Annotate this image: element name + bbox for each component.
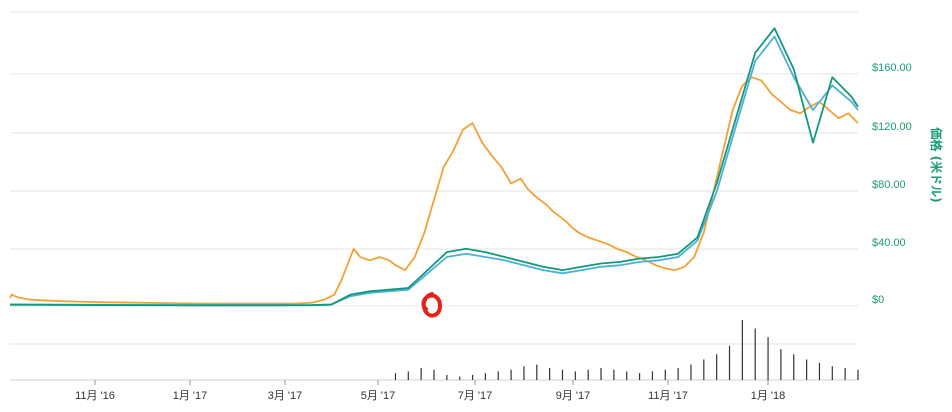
volume-bar xyxy=(523,366,525,380)
volume-bar xyxy=(741,320,743,380)
x-tick-label: 1月 '18 xyxy=(751,390,786,402)
volume-bar xyxy=(536,364,538,380)
volume-bars xyxy=(394,320,859,380)
volume-bar xyxy=(767,337,769,380)
volume-bar xyxy=(716,354,718,380)
volume-bar xyxy=(651,371,654,380)
volume-bar xyxy=(728,345,731,380)
x-axis-ticks: 11月 '16 1月 '17 3月 '17 5月 '17 7月 '17 9月 '17 11月… xyxy=(75,380,785,402)
volume-bar xyxy=(484,373,486,380)
volume-bar xyxy=(780,349,782,380)
x-tick-label: 11月 '17 xyxy=(648,390,688,402)
volume-bar xyxy=(420,368,422,380)
volume-bar xyxy=(407,371,409,380)
volume-bar xyxy=(471,374,474,380)
volume-bar xyxy=(806,359,808,380)
y-tick-label: $0 xyxy=(872,294,884,306)
volume-bar xyxy=(394,373,397,380)
x-tick-label: 3月 '17 xyxy=(268,390,303,402)
volume-bar xyxy=(459,376,461,380)
series-lines xyxy=(9,27,859,307)
volume-bar xyxy=(844,368,846,380)
volume-bar xyxy=(677,368,679,380)
x-tick-label: 5月 '17 xyxy=(361,390,396,402)
volume-bar xyxy=(561,369,564,380)
y-tick-label: $160.00 xyxy=(872,62,912,74)
volume-bar xyxy=(664,369,666,380)
y-tick-label: $80.00 xyxy=(872,179,906,191)
series-line-teal xyxy=(9,27,859,307)
x-tick-label: 7月 '17 xyxy=(458,390,493,402)
series-line-orange xyxy=(9,76,859,305)
volume-bar xyxy=(818,362,821,380)
y-axis-label: 価格 (米ドル) xyxy=(929,126,944,202)
volume-bar xyxy=(600,368,602,380)
volume-bar xyxy=(793,354,795,380)
grid-lines xyxy=(10,11,858,381)
hand-drawn-circle-marker xyxy=(421,292,443,318)
x-tick-label: 1月 '17 xyxy=(173,390,208,402)
volume-bar xyxy=(703,359,705,380)
volume-bar xyxy=(574,371,576,380)
volume-bar xyxy=(857,369,859,380)
volume-bar xyxy=(626,371,628,380)
volume-bar xyxy=(433,369,435,380)
y-axis-ticks: $0 $40.00 $80.00 $120.00 $160.00 xyxy=(872,62,912,306)
volume-bar xyxy=(754,328,756,380)
volume-bar xyxy=(587,369,589,380)
volume-bar xyxy=(613,369,615,380)
volume-bar xyxy=(638,373,641,380)
volume-bar xyxy=(510,369,512,380)
volume-bar xyxy=(497,371,499,380)
y-tick-label: $120.00 xyxy=(872,121,912,133)
x-tick-label: 9月 '17 xyxy=(556,390,591,402)
y-tick-label: $40.00 xyxy=(872,237,906,249)
volume-bar xyxy=(446,374,448,380)
x-tick-label: 11月 '16 xyxy=(75,390,115,402)
volume-bar xyxy=(549,368,551,380)
volume-bar xyxy=(690,364,692,380)
volume-bar xyxy=(831,366,833,380)
